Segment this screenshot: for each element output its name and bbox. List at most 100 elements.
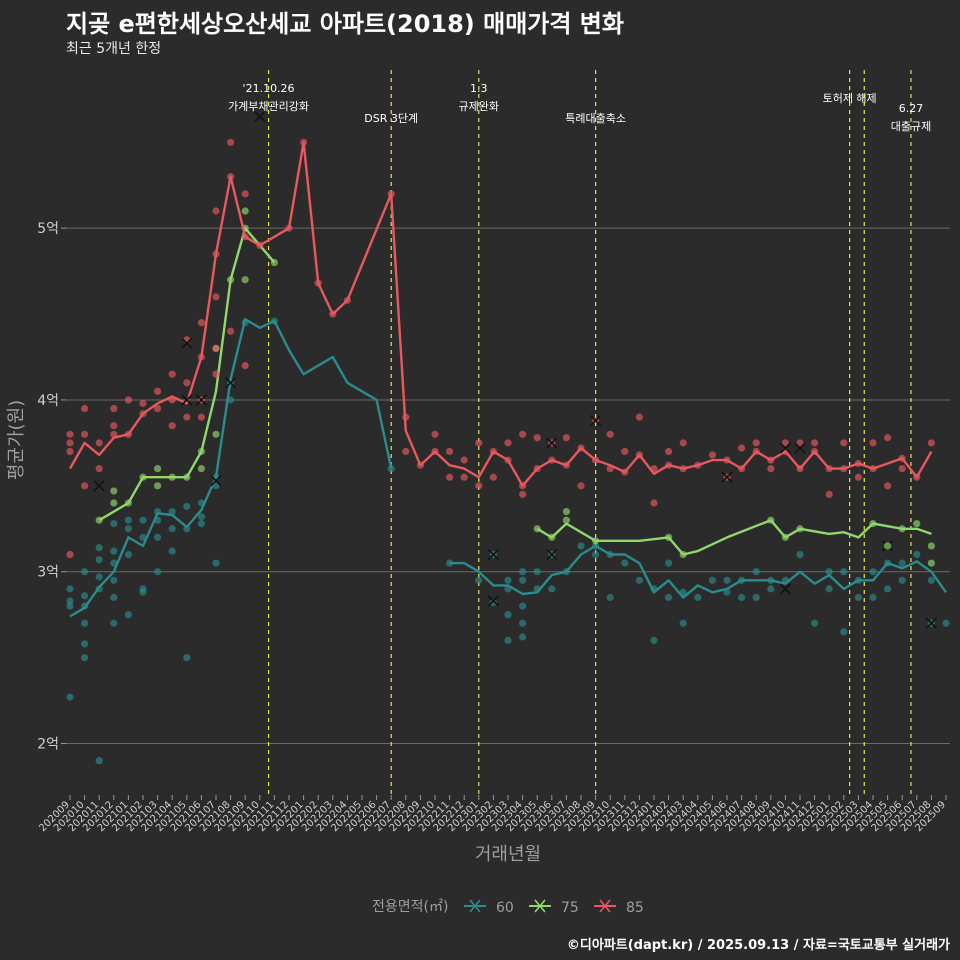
data-point [738,444,746,452]
data-point [898,576,906,584]
data-point [241,276,249,284]
data-point [752,568,760,576]
event-label: 가계부채관리강화 [228,100,309,113]
data-point [66,693,74,701]
data-point [679,619,687,627]
legend-swatch-cross [599,899,611,913]
y-axis: 2억 3억 4억 5억 [37,221,66,752]
data-point [81,619,89,627]
data-point [884,542,892,550]
data-point [197,465,205,473]
series-line-75 [98,227,932,556]
data-point [168,525,176,533]
cross-marker [590,414,602,427]
data-point [460,456,468,464]
cross-marker [487,595,499,607]
cross-marker [779,442,791,454]
data-point [154,387,162,395]
data-point [66,430,74,438]
data-point [708,576,717,584]
data-point [577,542,585,550]
legend-swatch-cross [469,899,481,913]
cross-marker [181,394,193,406]
data-point [927,576,936,584]
data-point [723,576,731,584]
data-point [110,576,118,584]
data-point [884,434,892,442]
cross-marker [210,475,222,487]
x-axis: 2020092020102020112020122021012021022021… [37,795,948,834]
data-point [81,430,89,438]
data-point [840,628,848,636]
gridlines [66,227,950,744]
data-point [752,593,760,602]
data-point [81,404,89,413]
series-line-60 [69,318,947,618]
cross-marker [546,437,558,449]
data-point [81,640,89,648]
data-point [387,465,395,473]
data-point [519,576,527,584]
data-point [241,361,249,370]
data-point [606,593,614,602]
data-point [898,559,906,567]
cross-marker [93,480,105,492]
data-point [650,636,658,645]
data-point [241,207,249,215]
data-point [168,507,176,516]
data-point [562,516,571,524]
data-point [66,447,74,456]
data-point [927,559,936,567]
chart-title: 지곶 e편한세상오산세교 아파트(2018) 매매가격 변화 [66,10,624,38]
data-point [752,439,760,447]
event-label: 1.3 [470,82,488,95]
data-point [66,602,74,610]
data-point [635,576,644,584]
data-point [139,585,147,593]
cross-marker [779,583,791,595]
data-point [110,487,118,495]
data-point [95,544,103,552]
data-point [81,568,89,576]
data-point [840,439,848,447]
legend-swatch-cross [534,899,546,913]
data-point [227,138,235,146]
data-point [66,597,74,605]
data-point [95,439,103,447]
data-point [183,413,191,421]
data-point [81,653,89,662]
data-point [898,465,906,473]
data-point [66,550,74,559]
data-point [110,547,118,555]
event-label: 6.27 [899,102,924,115]
data-point [504,439,512,447]
data-point [475,482,483,490]
data-point [446,447,454,456]
data-point [562,434,571,442]
data-point [621,447,629,456]
data-point [884,585,892,593]
data-point [767,585,775,593]
data-point [694,593,702,602]
data-point [66,585,74,593]
cross-marker [794,442,806,454]
data-point [533,434,541,442]
data-point [489,599,497,607]
data-point [197,413,205,421]
data-point [110,499,118,507]
data-point [183,379,191,387]
data-point [519,619,527,627]
data-point [519,602,527,610]
data-point [81,592,89,600]
cross-marker [721,471,733,483]
data-point [460,473,468,481]
event-label: DSR 3단계 [364,112,418,125]
data-point [124,550,132,559]
data-point [825,490,833,499]
data-point [811,439,819,447]
y-tick-label: 3억 [37,565,59,581]
y-tick-label: 4억 [37,393,59,409]
data-point [81,482,89,490]
data-point [665,559,673,567]
